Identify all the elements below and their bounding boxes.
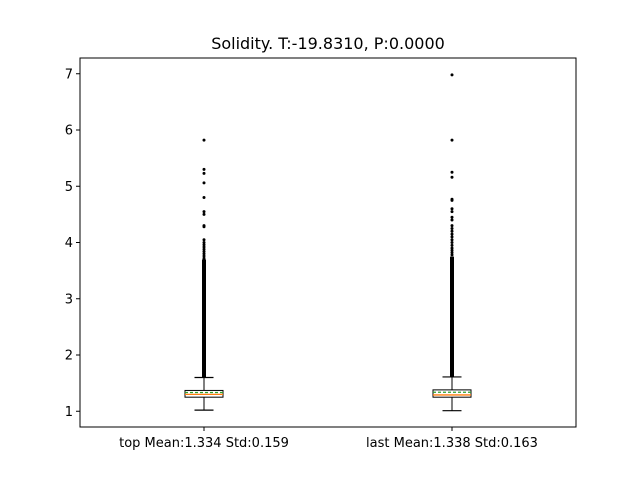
outlier-point [450, 232, 454, 236]
outlier-point [202, 241, 206, 244]
y-tick-label: 5 [65, 180, 73, 195]
outlier-point [450, 224, 454, 228]
outlier-point [202, 254, 206, 258]
y-tick-label: 4 [65, 236, 73, 251]
outlier-point [450, 226, 454, 230]
outlier-point [450, 175, 454, 179]
chart-title: Solidity. T:-19.8310, P:0.0000 [211, 34, 445, 53]
outlier-point [450, 73, 454, 77]
outlier-point [450, 207, 454, 211]
outlier-point [450, 251, 454, 255]
outlier-point [450, 253, 454, 257]
outlier-point [202, 247, 206, 251]
outlier-point [450, 243, 454, 247]
iqr-box [432, 389, 472, 398]
outlier-point [202, 181, 206, 185]
dense-outliers [202, 259, 206, 378]
outlier-point [450, 235, 454, 239]
outlier-point [450, 229, 454, 233]
box-series-2 [432, 73, 472, 412]
outlier-point [202, 138, 206, 142]
outlier-point [202, 171, 206, 175]
outlier-point [450, 170, 454, 174]
outlier-point [202, 256, 206, 260]
outlier-point [202, 238, 206, 242]
y-tick-label: 6 [65, 124, 73, 139]
box-series-1 [184, 138, 224, 411]
dense-outliers [450, 256, 454, 377]
y-tick-label: 1 [65, 405, 73, 420]
plot-frame [79, 57, 577, 428]
outlier-point [202, 224, 206, 228]
outlier-point [202, 167, 206, 171]
outlier-point [202, 196, 206, 199]
outlier-point [202, 250, 206, 253]
y-tick-label: 2 [65, 349, 73, 364]
x-tick-label: top Mean:1.334 Std:0.159 [119, 436, 289, 451]
outlier-point [450, 246, 454, 250]
outlier-point [450, 241, 454, 244]
outlier-point [450, 210, 454, 214]
outlier-point [202, 212, 206, 216]
outlier-point [450, 218, 454, 222]
outlier-point [450, 238, 454, 242]
outlier-point [450, 197, 454, 201]
x-tick-label: last Mean:1.338 Std:0.163 [366, 436, 538, 451]
outlier-point [450, 215, 454, 219]
outlier-point [202, 245, 206, 249]
outlier-point [202, 210, 206, 214]
y-tick-label: 7 [65, 67, 73, 82]
outlier-point [202, 243, 206, 247]
outlier-point [450, 138, 454, 142]
y-tick-label: 3 [65, 292, 73, 307]
outlier-point [450, 248, 454, 252]
outlier-point [202, 252, 206, 256]
